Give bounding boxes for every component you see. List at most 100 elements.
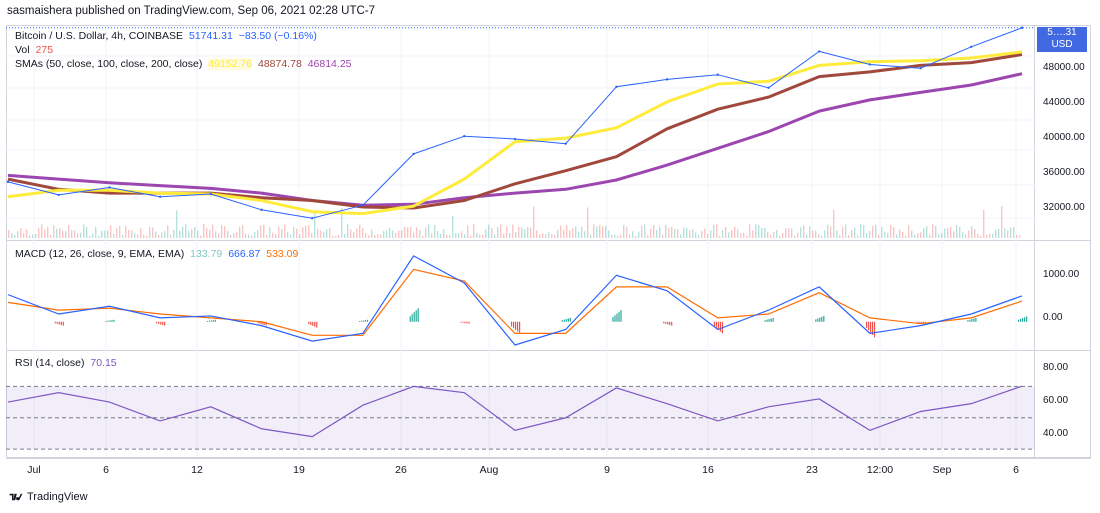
- macd-histogram-bar: [105, 320, 107, 322]
- volume-bar: [761, 227, 763, 238]
- volume-bar: [596, 226, 598, 238]
- tradingview-logo[interactable]: TradingView: [9, 491, 88, 503]
- volume-bar: [911, 230, 913, 238]
- macd-histogram-bar: [975, 317, 977, 322]
- price-tick: 36000.00: [1043, 167, 1085, 178]
- pane-separator-rsi[interactable]: [6, 350, 1091, 351]
- volume-bar: [944, 228, 946, 238]
- volume-bar: [968, 230, 970, 238]
- time-tick: 12: [191, 464, 203, 476]
- volume-bar: [260, 225, 262, 238]
- price-tag-value: 5….31: [1047, 27, 1077, 38]
- volume-bar: [611, 234, 613, 238]
- volume-bar: [806, 234, 808, 238]
- volume-bar: [56, 228, 58, 238]
- time-tick: 26: [395, 464, 407, 476]
- volume-bar: [461, 231, 463, 238]
- sma50-value: 49152.76: [208, 58, 253, 70]
- price-point: [665, 78, 669, 81]
- volume-bar: [86, 227, 88, 238]
- volume-bar: [569, 230, 571, 238]
- volume-bar: [848, 235, 850, 238]
- volume-bar: [782, 233, 784, 238]
- price-tick: 40000.00: [1043, 132, 1085, 143]
- macd-signal-line: [7, 268, 1023, 336]
- sma-label[interactable]: SMAs (50, close, 100, close, 200, close): [15, 58, 203, 70]
- volume-bar: [398, 230, 400, 238]
- volume-bar: [446, 234, 448, 238]
- macd-histogram-bar: [314, 321, 316, 327]
- macd-label[interactable]: MACD (12, 26, close, 9, EMA, EMA): [15, 248, 185, 260]
- volume-bar: [551, 233, 553, 238]
- volume-bar: [773, 231, 775, 238]
- rsi-label[interactable]: RSI (14, close): [15, 357, 85, 369]
- volume-bar: [344, 233, 346, 238]
- macd-histogram-bar: [569, 317, 571, 322]
- volume-bar: [698, 234, 700, 238]
- volume-bar: [137, 234, 139, 238]
- time-tick: 9: [604, 464, 610, 476]
- macd-histogram-bar: [671, 321, 673, 326]
- macd-histogram-bar: [663, 321, 665, 324]
- volume-bar: [131, 230, 133, 238]
- pane-separator-macd[interactable]: [6, 240, 1091, 241]
- sma100-value: 48874.78: [257, 58, 302, 70]
- volume-bar: [908, 225, 910, 238]
- volume-bar: [524, 229, 526, 238]
- sma200-value: 46814.25: [307, 58, 352, 70]
- volume-bar: [83, 224, 85, 238]
- macd-line: [7, 255, 1023, 346]
- macd-histogram-bar: [310, 321, 312, 325]
- macd-histogram-bar: [214, 319, 216, 322]
- volume-bar: [896, 234, 898, 238]
- macd-histogram-bar: [466, 321, 468, 324]
- macd-hist-value: 133.79: [190, 248, 223, 260]
- volume-bar: [890, 224, 892, 238]
- volume-bar: [521, 227, 523, 238]
- volume-bar: [278, 226, 280, 238]
- volume-bar: [338, 234, 340, 238]
- volume-bar: [428, 224, 430, 238]
- volume-bar: [233, 232, 235, 238]
- volume-bar: [119, 226, 121, 238]
- volume-label[interactable]: Vol: [15, 44, 30, 56]
- volume-bar: [542, 233, 544, 238]
- volume-bar: [590, 234, 592, 238]
- price-point: [615, 85, 618, 89]
- macd-histogram-bar: [717, 321, 719, 330]
- symbol-label[interactable]: Bitcoin / U.S. Dollar, 4h, COINBASE: [15, 30, 184, 42]
- volume-bar: [380, 234, 382, 238]
- macd-histogram-bar: [54, 321, 56, 324]
- volume-bar: [71, 230, 73, 238]
- volume-bar: [758, 225, 760, 238]
- volume-bar: [35, 233, 37, 238]
- macd-histogram-bar: [713, 321, 715, 327]
- macd-histogram-bar: [865, 321, 868, 328]
- macd-histogram-bar: [764, 320, 766, 322]
- time-tick: 6: [1013, 464, 1019, 476]
- volume-bar: [977, 233, 979, 238]
- chart-frame[interactable]: [6, 25, 1035, 458]
- volume-bar: [203, 224, 205, 238]
- volume-bar: [638, 231, 640, 238]
- volume-bar: [305, 225, 307, 238]
- volume-bar: [413, 232, 415, 238]
- macd-histogram-bar: [462, 321, 464, 323]
- macd-histogram-bar: [715, 321, 717, 329]
- rsi-tick: 60.00: [1043, 395, 1069, 406]
- volume-bar: [536, 230, 538, 238]
- volume-bar: [488, 224, 490, 238]
- price-scale[interactable]: [1035, 25, 1091, 458]
- volume-bar: [647, 235, 649, 238]
- macd-value: 666.87: [228, 248, 261, 260]
- volume-bar: [512, 224, 514, 238]
- macd-histogram-bar: [918, 321, 920, 323]
- volume-bar: [830, 226, 832, 238]
- volume-bar: [356, 228, 358, 238]
- macd-histogram-bar: [156, 321, 158, 324]
- volume-bar: [110, 225, 112, 238]
- macd-histogram-bar: [308, 321, 310, 325]
- macd-histogram-bar: [208, 320, 210, 322]
- volume-bar: [797, 232, 799, 238]
- volume-bar: [779, 235, 781, 238]
